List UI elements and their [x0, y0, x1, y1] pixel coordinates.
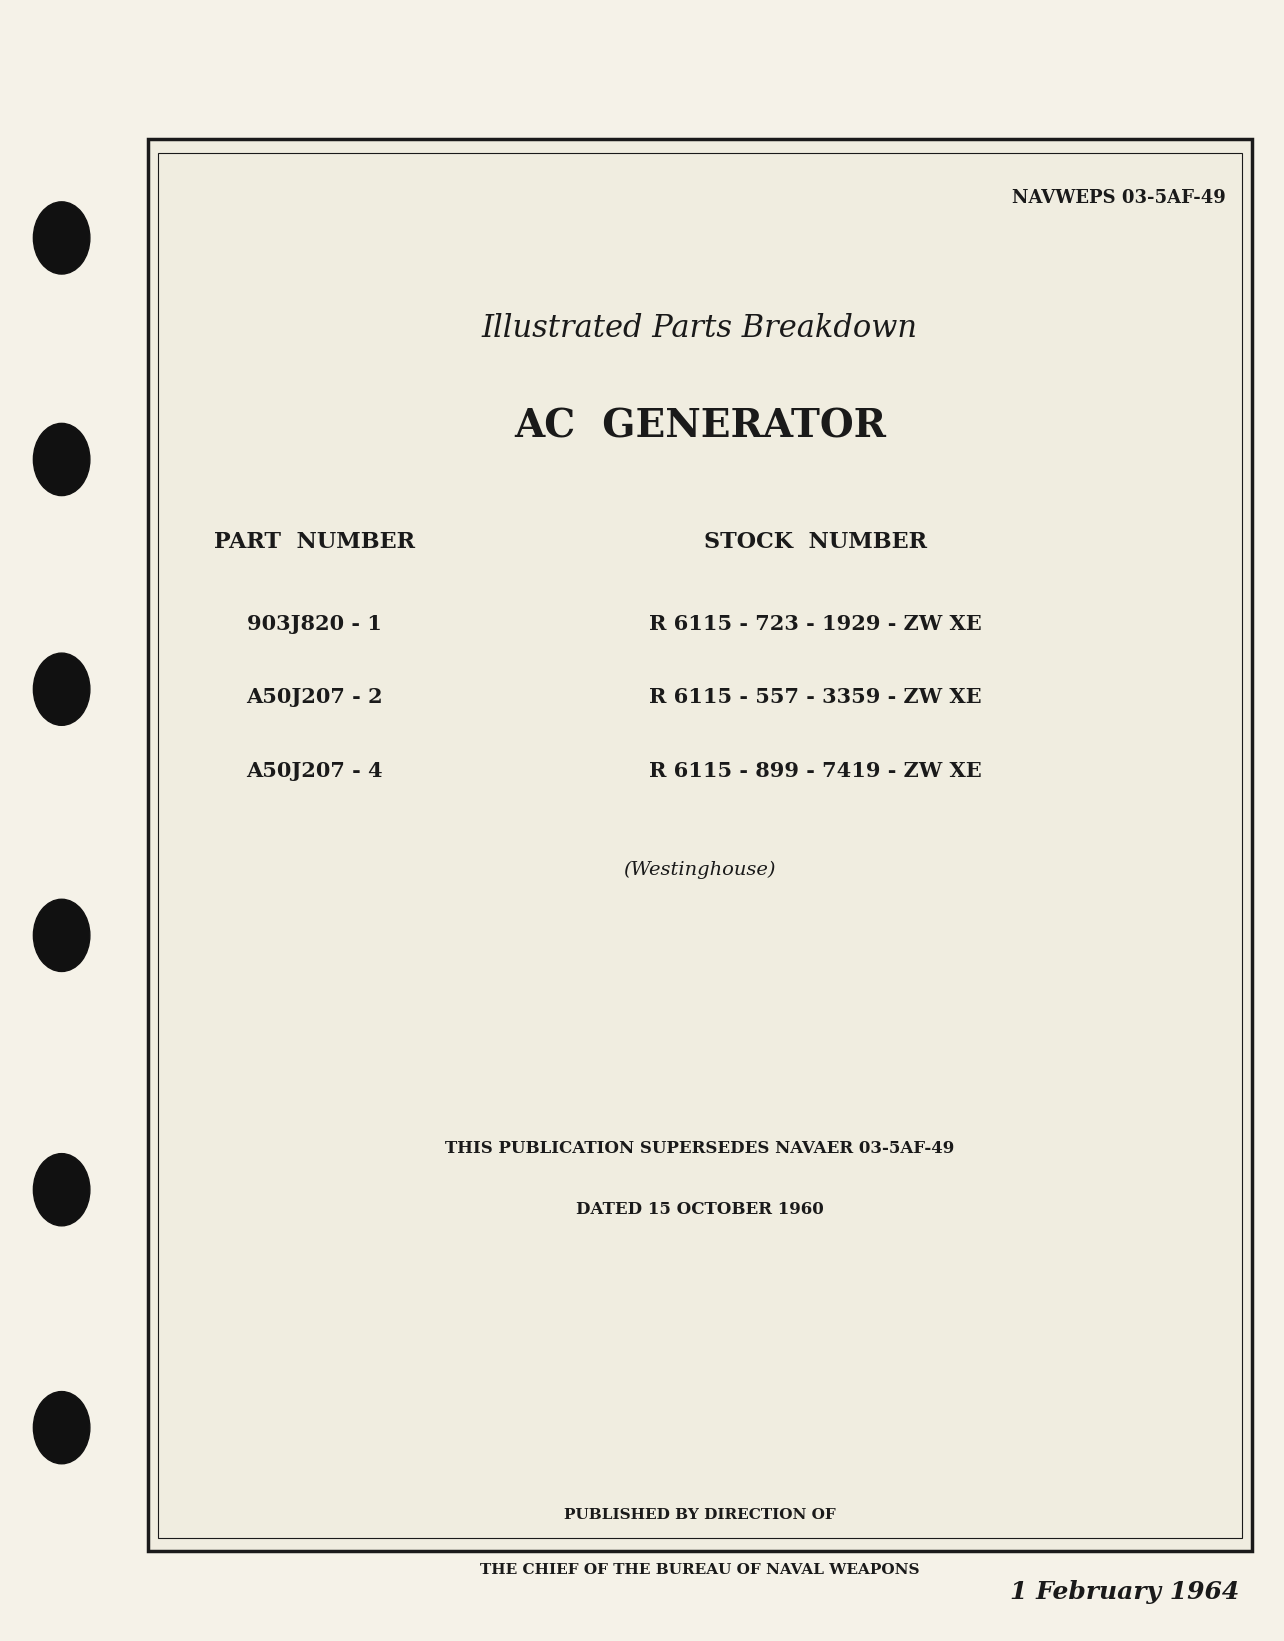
Text: PUBLISHED BY DIRECTION OF: PUBLISHED BY DIRECTION OF [564, 1508, 836, 1521]
Text: 1 February 1964: 1 February 1964 [1009, 1580, 1239, 1605]
Text: A50J207 - 4: A50J207 - 4 [247, 761, 383, 781]
Circle shape [33, 423, 90, 496]
Text: R 6115 - 899 - 7419 - ZW XE: R 6115 - 899 - 7419 - ZW XE [648, 761, 982, 781]
Bar [148, 139, 1252, 1551]
Text: R 6115 - 557 - 3359 - ZW XE: R 6115 - 557 - 3359 - ZW XE [648, 688, 982, 707]
Text: STOCK  NUMBER: STOCK NUMBER [704, 530, 927, 553]
Text: A50J207 - 2: A50J207 - 2 [247, 688, 383, 707]
Text: AC  GENERATOR: AC GENERATOR [514, 407, 886, 446]
Text: Illustrated Parts Breakdown: Illustrated Parts Breakdown [482, 313, 918, 343]
Text: (Westinghouse): (Westinghouse) [624, 860, 776, 880]
Circle shape [33, 202, 90, 274]
Circle shape [33, 1154, 90, 1226]
Text: THIS PUBLICATION SUPERSEDES NAVAER 03-5AF-49: THIS PUBLICATION SUPERSEDES NAVAER 03-5A… [446, 1140, 954, 1157]
Text: R 6115 - 723 - 1929 - ZW XE: R 6115 - 723 - 1929 - ZW XE [648, 614, 982, 633]
Text: PART  NUMBER: PART NUMBER [214, 530, 415, 553]
Text: DATED 15 OCTOBER 1960: DATED 15 OCTOBER 1960 [577, 1201, 823, 1218]
Text: NAVWEPS 03-5AF-49: NAVWEPS 03-5AF-49 [1013, 189, 1226, 207]
Circle shape [33, 653, 90, 725]
Text: THE CHIEF OF THE BUREAU OF NAVAL WEAPONS: THE CHIEF OF THE BUREAU OF NAVAL WEAPONS [480, 1564, 919, 1577]
Text: 903J820 - 1: 903J820 - 1 [247, 614, 383, 633]
Bar [158, 153, 1242, 1538]
Circle shape [33, 899, 90, 971]
Circle shape [33, 1392, 90, 1464]
